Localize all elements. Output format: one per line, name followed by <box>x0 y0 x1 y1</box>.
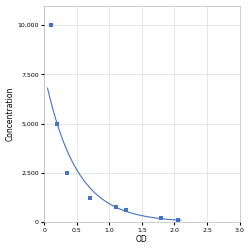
X-axis label: OD: OD <box>136 236 148 244</box>
Y-axis label: Concentration: Concentration <box>6 87 15 141</box>
